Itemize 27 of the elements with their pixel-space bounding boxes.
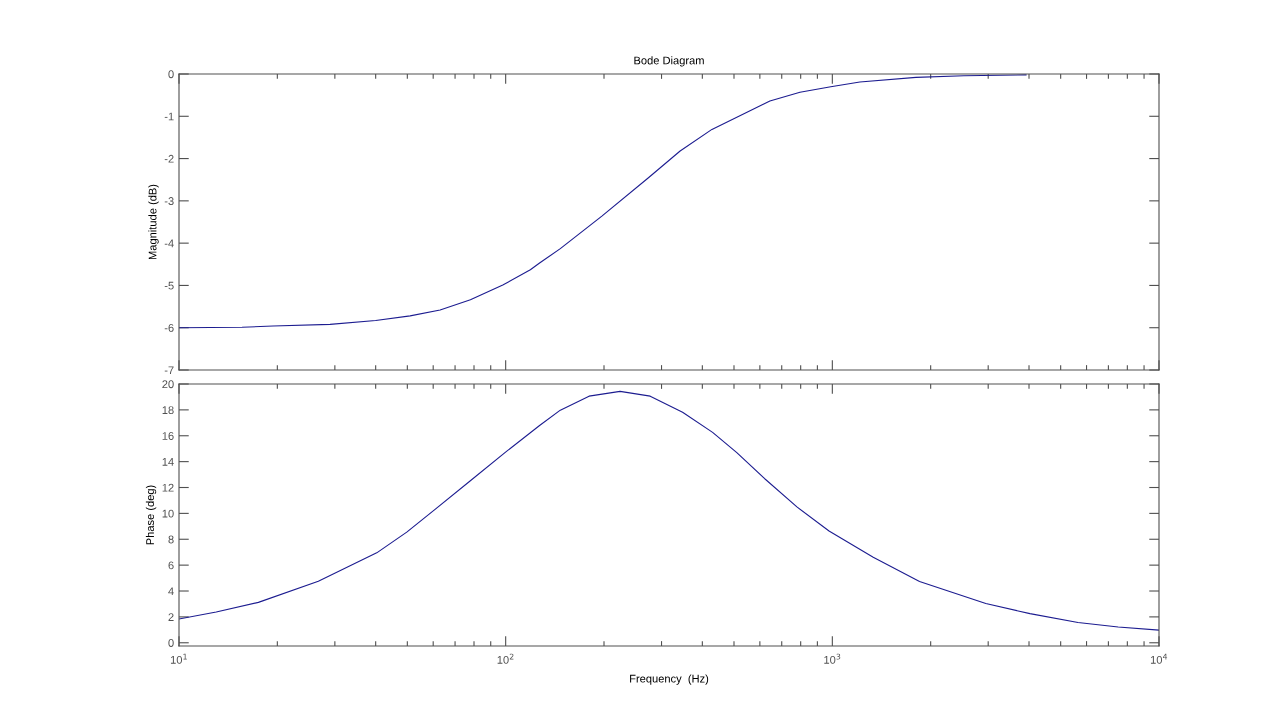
- x-tick-label: 10$^{2}$: [497, 653, 514, 664]
- y-tick-label: 12: [162, 483, 174, 492]
- x-tick-label: 10$^{1}$: [170, 653, 187, 664]
- y-tick-label: 8: [168, 535, 174, 544]
- y-tick-label: 4: [168, 587, 174, 596]
- y-tick-label: 14: [162, 458, 174, 466]
- y-tick-label: 18: [162, 406, 174, 415]
- y-tick-label: 10: [162, 509, 174, 518]
- y-tick-label: -7: [164, 366, 174, 375]
- y-axis-title: Magnitude (dB): [148, 184, 159, 260]
- y-tick-label: -4: [164, 239, 174, 248]
- chart-title: Bode Diagram: [634, 56, 704, 67]
- y-tick-label: -5: [164, 281, 174, 290]
- y-tick-label: 0: [168, 70, 174, 79]
- y-tick-label: 6: [168, 561, 174, 570]
- y-tick-label: 2: [168, 613, 174, 621]
- y-tick-label: 20: [162, 380, 174, 389]
- y-tick-label: -3: [164, 197, 174, 205]
- y-tick-label: -6: [164, 323, 174, 332]
- x-tick-label: 10$^{4}$: [1150, 653, 1168, 664]
- x-axis-title: Frequency (Hz): [630, 674, 709, 685]
- y-tick-label: 16: [162, 432, 174, 440]
- y-tick-label: -2: [164, 154, 174, 163]
- x-tick-label: 10$^{3}$: [824, 653, 841, 664]
- y-axis-title: Phase (deg): [145, 485, 157, 545]
- y-tick-label: 0: [168, 639, 174, 647]
- y-tick-label: -1: [164, 112, 174, 121]
